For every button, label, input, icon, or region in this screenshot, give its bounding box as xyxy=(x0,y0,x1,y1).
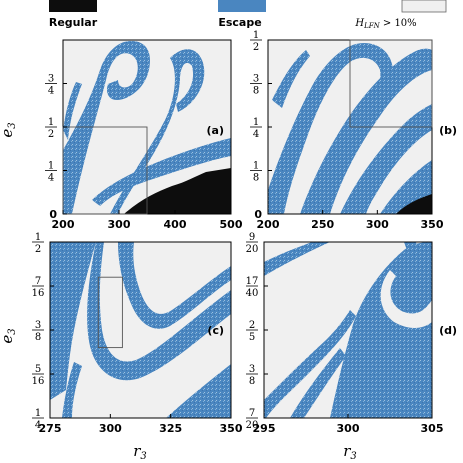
panel-d-escape-band-2 xyxy=(330,242,432,418)
panel-d-ytick-denominator: 40 xyxy=(246,288,259,299)
panel-d-ytick-numerator: 17 xyxy=(246,276,259,287)
panel-b-ytick-denominator: 2 xyxy=(253,42,259,53)
panel-b-label: (b) xyxy=(439,124,457,137)
panel-d-ytick-numerator: 9 xyxy=(249,232,255,243)
panel-b-ytick-numerator: 1 xyxy=(253,161,259,172)
panel-d-xlabel: r3 xyxy=(343,442,357,462)
panel-b-escape-band-5 xyxy=(272,50,310,108)
panel-b-xtick-label: 350 xyxy=(421,218,444,231)
panel-c-xtick-label: 275 xyxy=(39,422,62,435)
panel-c-ytick-denominator: 4 xyxy=(35,420,41,431)
panel-d-ytick-numerator: 3 xyxy=(249,364,255,375)
panel-c-ytick-numerator: 1 xyxy=(35,408,41,419)
panel-b-xtick-label: 250 xyxy=(311,218,334,231)
panel-a-ytick-numerator: 1 xyxy=(48,161,54,172)
panel-b-ytick-label: 0 xyxy=(254,208,262,221)
panel-c-escape-band-3 xyxy=(87,242,231,381)
panel-c-ytick-denominator: 16 xyxy=(32,376,45,387)
panel-c-ytick-numerator: 5 xyxy=(35,364,41,375)
legend-swatch-escape xyxy=(218,0,266,12)
panel-d-escape-band-1 xyxy=(264,242,330,276)
panel-a-ytick-denominator: 4 xyxy=(48,173,54,184)
panel-b-ytick-denominator: 4 xyxy=(253,129,259,140)
panel-b-escape-band-3 xyxy=(340,104,432,214)
panel-a-xtick-label: 200 xyxy=(52,218,75,231)
panel-b-ytick-numerator: 1 xyxy=(253,30,259,41)
panel-c-ytick-numerator: 7 xyxy=(35,276,41,287)
panel-c-escape-band-6 xyxy=(62,362,82,418)
panel-a-escape-band-3 xyxy=(92,138,231,206)
panel-a-xtick-label: 500 xyxy=(220,218,243,231)
panel-c-ylabel: e3 xyxy=(0,328,18,343)
panel-a-escape-band-1 xyxy=(63,41,150,214)
legend-swatch-regular xyxy=(49,0,97,12)
panel-b-regular-region xyxy=(396,194,432,214)
panel-d-ytick-denominator: 20 xyxy=(246,244,259,255)
panel-d-ytick-denominator: 8 xyxy=(249,376,255,387)
panel-d-escape-band-5 xyxy=(404,242,432,286)
panel-b-ytick-denominator: 8 xyxy=(253,173,259,184)
panel-c-escape-band-5 xyxy=(166,364,231,418)
panel-a-xtick-label: 400 xyxy=(164,218,187,231)
panel-a-ytick-numerator: 1 xyxy=(48,117,54,128)
panel-c-label: (c) xyxy=(207,324,224,337)
panel-d-ytick-denominator: 5 xyxy=(249,332,255,343)
panel-d-xtick-label: 305 xyxy=(421,422,444,435)
panel-d-escape-band-4 xyxy=(290,348,346,418)
panel-d-ytick-numerator: 7 xyxy=(249,408,255,419)
panel-d-xtick-label: 300 xyxy=(337,422,360,435)
panel-a-ylabel: e3 xyxy=(0,122,18,137)
panel-d-label: (d) xyxy=(439,324,457,337)
panel-a-regular-region xyxy=(124,168,231,214)
panel-c-ytick-numerator: 3 xyxy=(35,320,41,331)
panel-a-escape-band-5 xyxy=(63,82,82,140)
panel-b-escape-band-2 xyxy=(300,48,432,214)
panel-c-xlabel: r3 xyxy=(133,442,147,462)
panel-c-xtick-label: 300 xyxy=(99,422,122,435)
panel-b-ytick-numerator: 1 xyxy=(253,117,259,128)
legend-label-regular: Regular xyxy=(49,16,98,29)
panel-c-ytick-denominator: 16 xyxy=(32,288,45,299)
panel-b-zoom-box xyxy=(349,39,433,128)
panel-a-escape-band-2 xyxy=(110,49,205,214)
panel-c-ytick-denominator: 8 xyxy=(35,332,41,343)
panel-a-xtick-label: 300 xyxy=(108,218,131,231)
legend-swatch-lfn xyxy=(401,0,447,13)
panel-a-ytick-denominator: 2 xyxy=(48,129,54,140)
legend: Regular Escape HLFN > 10% xyxy=(49,0,447,30)
panel-c-ytick-numerator: 1 xyxy=(35,232,41,243)
panel-b-xtick-label: 300 xyxy=(366,218,389,231)
panel-a-label: (a) xyxy=(207,124,224,137)
panel-c-xtick-label: 350 xyxy=(220,422,243,435)
panel-d-xtick-label: 295 xyxy=(253,422,276,435)
panel-d-ytick-numerator: 2 xyxy=(249,320,255,331)
panel-b-ytick-denominator: 8 xyxy=(253,86,259,97)
panel-b-ytick-numerator: 3 xyxy=(253,74,259,85)
panel-c-escape-band-2 xyxy=(50,248,76,318)
panel-d-ytick-denominator: 20 xyxy=(246,420,259,431)
panel-c-xtick-label: 325 xyxy=(159,422,182,435)
panel-c-zoom-box xyxy=(97,276,123,349)
panel-c-ytick-denominator: 2 xyxy=(35,244,41,255)
panel-c-escape-band-4 xyxy=(118,242,231,329)
legend-label-lfn: HLFN > 10% xyxy=(354,18,416,30)
panel-a-ytick-label: 0 xyxy=(49,208,57,221)
panel-a-ytick-denominator: 4 xyxy=(48,86,54,97)
panel-a-ytick-numerator: 3 xyxy=(48,74,54,85)
panel-b-escape-band-1 xyxy=(268,42,394,214)
panel-b-xtick-label: 200 xyxy=(257,218,280,231)
panel-d-escape-band-3 xyxy=(264,310,356,418)
legend-label-escape: Escape xyxy=(218,16,261,29)
